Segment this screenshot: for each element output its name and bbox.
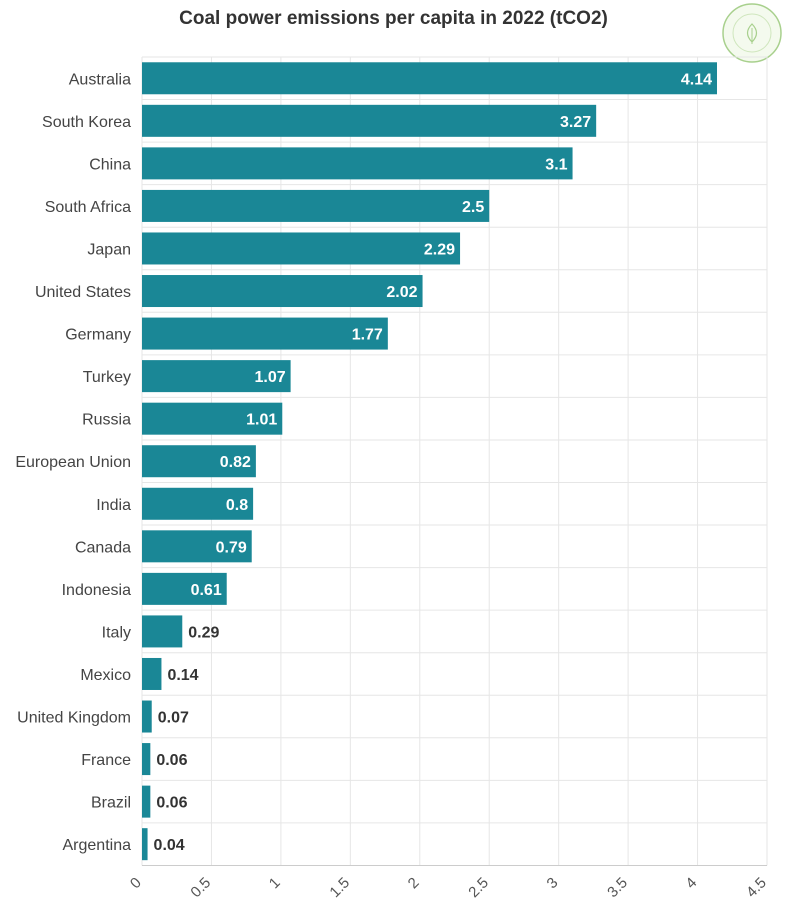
green-economy-logo-icon bbox=[722, 3, 782, 63]
bar[interactable] bbox=[142, 785, 151, 818]
value-label: 2.02 bbox=[386, 284, 417, 301]
value-label: 2.29 bbox=[424, 241, 455, 258]
category-label: United States bbox=[35, 284, 131, 301]
x-tick-label: 1.5 bbox=[326, 874, 353, 901]
value-label: 4.14 bbox=[681, 71, 712, 88]
bar[interactable] bbox=[142, 189, 490, 222]
bar[interactable] bbox=[142, 62, 717, 95]
x-tick-label: 2.5 bbox=[465, 874, 492, 901]
value-label: 0.82 bbox=[220, 454, 251, 471]
x-tick-label: 0 bbox=[127, 874, 145, 892]
value-label: 1.01 bbox=[246, 412, 277, 429]
category-label: South Korea bbox=[42, 114, 131, 131]
value-label: 0.07 bbox=[158, 710, 189, 727]
bar[interactable] bbox=[142, 360, 291, 393]
value-label: 0.06 bbox=[156, 795, 187, 812]
category-label: Argentina bbox=[63, 837, 132, 854]
bar[interactable] bbox=[142, 402, 283, 435]
category-label: Germany bbox=[65, 327, 131, 344]
value-label: 0.61 bbox=[191, 582, 222, 599]
category-label: Indonesia bbox=[62, 582, 131, 599]
bar[interactable] bbox=[142, 232, 461, 265]
category-label: Brazil bbox=[91, 795, 131, 812]
value-label: 0.8 bbox=[226, 497, 248, 514]
x-tick-label: 2 bbox=[405, 874, 423, 892]
bar[interactable] bbox=[142, 572, 227, 605]
bar[interactable] bbox=[142, 317, 388, 350]
value-label: 3.27 bbox=[560, 114, 591, 131]
x-tick-label: 3 bbox=[544, 874, 562, 892]
category-label: India bbox=[96, 497, 131, 514]
bar[interactable] bbox=[142, 487, 254, 520]
x-tick-label: 0.5 bbox=[188, 874, 215, 901]
bar[interactable] bbox=[142, 657, 162, 690]
category-label: Canada bbox=[75, 539, 131, 556]
value-label: 0.29 bbox=[188, 624, 219, 641]
value-label: 0.04 bbox=[154, 837, 185, 854]
bar[interactable] bbox=[142, 530, 252, 563]
category-label: Japan bbox=[87, 241, 131, 258]
category-label: Australia bbox=[69, 71, 131, 88]
value-label: 0.79 bbox=[216, 539, 247, 556]
category-label: Turkey bbox=[83, 369, 131, 386]
bar[interactable] bbox=[142, 615, 183, 648]
bar[interactable] bbox=[142, 700, 152, 733]
category-label: United Kingdom bbox=[17, 710, 131, 727]
x-tick-label: 4 bbox=[682, 874, 700, 892]
bar[interactable] bbox=[142, 104, 597, 137]
bar[interactable] bbox=[142, 743, 151, 776]
category-label: Russia bbox=[82, 412, 131, 429]
value-label: 0.06 bbox=[156, 752, 187, 769]
category-label: European Union bbox=[15, 454, 131, 471]
bar[interactable] bbox=[142, 828, 148, 861]
x-tick-label: 3.5 bbox=[604, 874, 631, 901]
x-tick-label: 4.5 bbox=[743, 874, 770, 901]
value-label: 3.1 bbox=[545, 156, 567, 173]
x-tick-label: 1 bbox=[266, 874, 284, 892]
value-label: 1.07 bbox=[254, 369, 285, 386]
bar[interactable] bbox=[142, 147, 573, 180]
chart-title: Coal power emissions per capita in 2022 … bbox=[179, 8, 608, 29]
value-label: 0.14 bbox=[167, 667, 198, 684]
category-label: Mexico bbox=[80, 667, 131, 684]
category-label: France bbox=[81, 752, 131, 769]
category-label: China bbox=[89, 156, 131, 173]
bar[interactable] bbox=[142, 445, 256, 478]
category-label: South Africa bbox=[45, 199, 131, 216]
category-label: Italy bbox=[102, 624, 131, 641]
value-label: 2.5 bbox=[462, 199, 484, 216]
bar[interactable] bbox=[142, 275, 423, 308]
value-label: 1.77 bbox=[352, 327, 383, 344]
